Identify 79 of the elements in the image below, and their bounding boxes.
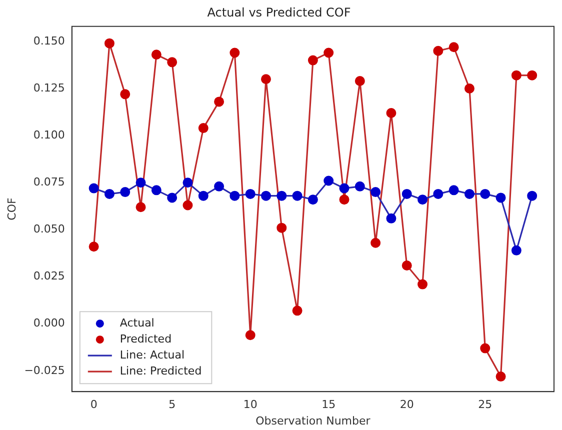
point (104, 188, 114, 199)
point (448, 42, 459, 52)
point (527, 70, 538, 80)
x-tick-label: 5 (168, 398, 176, 412)
point (182, 178, 193, 188)
point (276, 222, 287, 233)
point (276, 190, 287, 201)
point (245, 188, 256, 199)
legend-label: Line: Predicted (120, 364, 202, 378)
point (308, 55, 318, 66)
point (292, 306, 302, 316)
point (88, 242, 99, 252)
legend-label: Actual (120, 316, 154, 330)
point (527, 190, 538, 201)
point (339, 183, 350, 194)
point (260, 74, 271, 84)
y-axis-title: COF (5, 198, 18, 220)
point (182, 200, 193, 210)
point (370, 238, 381, 248)
point (433, 46, 444, 56)
point (214, 96, 224, 107)
point (418, 279, 428, 290)
point (354, 76, 365, 86)
point (151, 50, 162, 60)
point (418, 194, 428, 205)
y-tick-label: 0.050 (33, 222, 65, 236)
chart-title: Actual vs Predicted COF (207, 5, 351, 20)
point (151, 185, 162, 196)
x-tick-label: 10 (243, 398, 258, 412)
y-tick-label: 0.150 (33, 34, 65, 48)
point (230, 48, 240, 58)
x-axis-title: Observation Number (256, 414, 371, 428)
legend-label: Predicted (120, 332, 172, 346)
y-tick-label: 0.125 (33, 81, 65, 94)
point (496, 192, 506, 203)
y-tick-label: 0.025 (33, 270, 65, 283)
x-tick-label: 20 (400, 398, 414, 412)
point (136, 178, 146, 188)
point (104, 38, 114, 48)
y-tick-label: 0.100 (33, 128, 65, 142)
point (480, 343, 490, 354)
point (511, 70, 522, 80)
point (402, 188, 412, 199)
point (292, 190, 302, 201)
point (496, 372, 506, 382)
point (370, 187, 381, 198)
point (198, 190, 208, 201)
point (511, 245, 522, 256)
point (433, 188, 444, 199)
x-tick-label: 0 (90, 398, 98, 412)
point (167, 57, 178, 68)
y-tick-label: 0.000 (33, 316, 65, 330)
point (386, 213, 396, 224)
point (448, 185, 459, 196)
x-tick-label: 15 (322, 398, 336, 412)
point (198, 123, 208, 134)
point (464, 84, 474, 94)
x-tick-label: 25 (478, 398, 492, 412)
point (324, 176, 334, 186)
legend-label: Line: Actual (120, 348, 184, 362)
point (354, 181, 365, 192)
point (120, 187, 130, 198)
y-tick-label: 0.075 (33, 176, 65, 189)
point (120, 89, 130, 100)
point (339, 194, 350, 205)
point (308, 194, 318, 205)
point (136, 202, 146, 212)
point (214, 181, 224, 192)
y-tick-label: −0.025 (24, 364, 65, 377)
point (167, 192, 178, 203)
point (260, 190, 271, 201)
point (386, 108, 396, 118)
point (402, 260, 412, 270)
point (230, 190, 240, 201)
point (464, 188, 474, 199)
point (324, 48, 334, 58)
point (480, 188, 490, 199)
point (88, 183, 99, 194)
point (245, 330, 256, 340)
